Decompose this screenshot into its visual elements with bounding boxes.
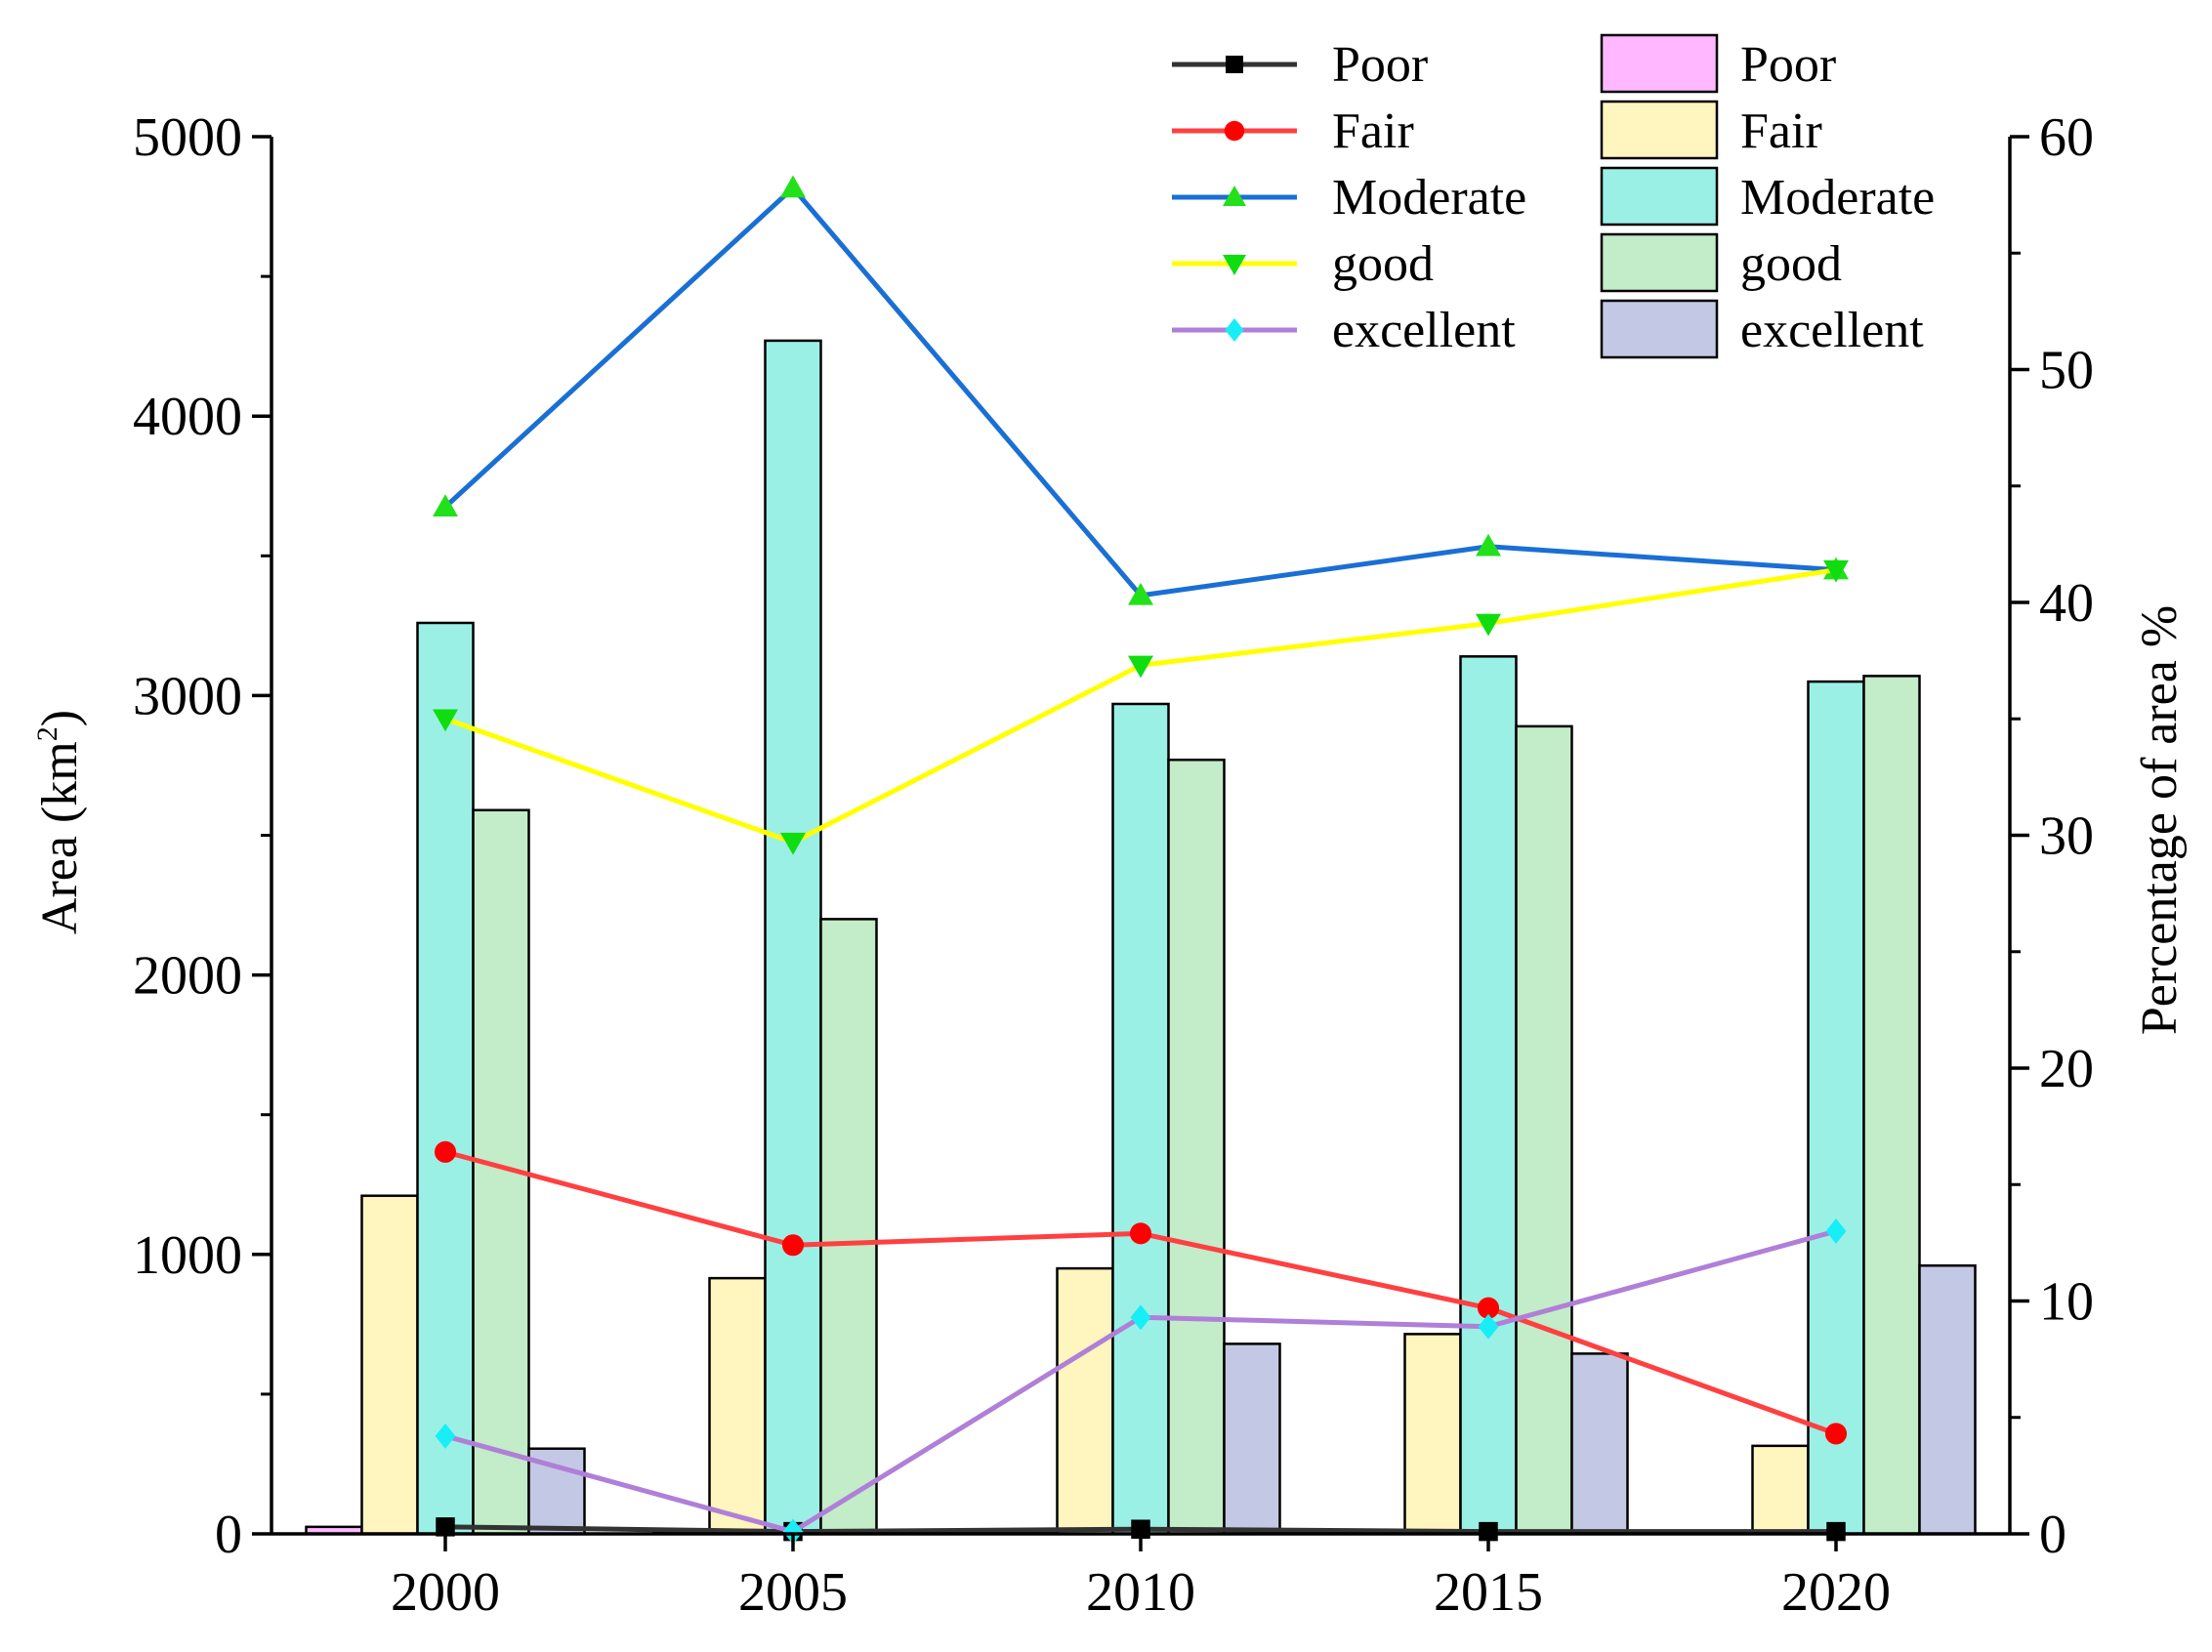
bar-good-2010 (1167, 758, 1226, 1536)
right-tick-label: 40 (2039, 573, 2094, 634)
legend-line-poor: Poor (1172, 37, 1428, 93)
point-good-2020 (1823, 559, 1849, 583)
bar-moderate-2005 (764, 339, 822, 1536)
bar-fair-2015 (1403, 1333, 1462, 1536)
left-axis-title-main: Area (km (32, 741, 88, 934)
point-excellent-2005 (782, 1518, 804, 1545)
bar-moderate-2020 (1807, 680, 1865, 1536)
bar-fair-2000 (360, 1194, 419, 1536)
bar-good-2020 (1862, 675, 1921, 1536)
x-tick-label: 2005 (738, 1562, 848, 1623)
bar-moderate-2000 (416, 621, 475, 1536)
bar-good-2015 (1515, 724, 1573, 1536)
point-moderate-2000 (433, 494, 458, 516)
legend-line-excellent: excellent (1172, 303, 1516, 358)
legend-line-moderate: Moderate (1172, 170, 1526, 226)
lines-layer (433, 175, 1849, 1545)
x-tick-label: 2020 (1781, 1562, 1891, 1623)
svg-text:Poor: Poor (1332, 37, 1428, 93)
point-excellent-2020 (1825, 1218, 1847, 1244)
legend-bar-good: good (1600, 232, 1842, 293)
point-fair-2010 (1129, 1222, 1152, 1245)
bar-excellent-2010 (1223, 1342, 1281, 1536)
svg-text:good: good (1332, 236, 1434, 292)
point-fair-2000 (434, 1140, 457, 1163)
legend-bar-fair: Fair (1600, 100, 1822, 160)
point-excellent-2015 (1478, 1313, 1499, 1340)
bar-fair-2020 (1751, 1444, 1810, 1536)
legend-bar-excellent: excellent (1600, 299, 1924, 359)
point-poor-2020 (1826, 1521, 1846, 1542)
right-tick-label: 50 (2039, 341, 2094, 401)
point-good-2005 (780, 832, 806, 855)
right-tick-label: 10 (2039, 1272, 2094, 1333)
left-axis-title-sup: 2 (31, 726, 63, 741)
bar-excellent-2020 (1918, 1263, 1977, 1536)
right-tick-label: 20 (2039, 1039, 2094, 1099)
svg-text:Moderate: Moderate (1332, 170, 1526, 226)
bar-fair-2005 (708, 1276, 767, 1536)
point-fair-2005 (781, 1234, 805, 1257)
right-tick-label: 60 (2039, 107, 2094, 168)
svg-text:excellent: excellent (1740, 303, 1924, 358)
bar-excellent-2015 (1570, 1352, 1629, 1536)
point-excellent-2000 (435, 1423, 456, 1449)
bar-fair-2010 (1056, 1266, 1114, 1536)
point-good-2015 (1476, 613, 1501, 637)
point-good-2000 (433, 709, 458, 732)
point-poor-2015 (1479, 1521, 1498, 1542)
legend-bar-moderate: Moderate (1600, 166, 1935, 227)
left-tick-label: 5000 (133, 107, 242, 168)
left-tick-label: 4000 (133, 387, 242, 447)
left-axis-title: Area (km2) (31, 710, 88, 934)
point-good-2010 (1128, 655, 1153, 679)
svg-text:excellent: excellent (1332, 303, 1516, 358)
legend-line-fair: Fair (1172, 103, 1414, 159)
point-fair-2020 (1824, 1423, 1848, 1445)
bar-moderate-2010 (1111, 702, 1170, 1536)
x-tick-label: 2010 (1086, 1562, 1195, 1623)
point-fair-2015 (1477, 1297, 1500, 1319)
point-moderate-2005 (780, 175, 806, 198)
svg-text:Moderate: Moderate (1740, 170, 1935, 226)
axes-layer: 0 1000 2000 3000 4000 5000 0 10 20 30 40 50 60 2000 20… (133, 107, 2094, 1623)
point-excellent-2010 (1130, 1304, 1151, 1331)
bar-moderate-2015 (1459, 655, 1518, 1536)
left-tick-label: 3000 (133, 666, 242, 726)
x-tick-label: 2000 (391, 1562, 500, 1623)
right-tick-label: 0 (2039, 1505, 2066, 1565)
point-moderate-2010 (1128, 582, 1153, 605)
svg-text:Fair: Fair (1740, 103, 1822, 159)
legend-line-good: good (1172, 236, 1434, 292)
svg-text:Poor: Poor (1740, 37, 1836, 93)
left-tick-label: 1000 (133, 1225, 242, 1286)
right-tick-label: 30 (2039, 806, 2094, 867)
bar-good-2005 (819, 918, 878, 1536)
legend: Poor Fair Moderate good excellent Poor Fair Mod… (1172, 33, 1935, 359)
left-tick-label: 2000 (133, 946, 242, 1007)
left-tick-label: 0 (215, 1505, 242, 1565)
left-axis-title-close: ) (32, 710, 88, 726)
legend-bar-poor: Poor (1600, 33, 1836, 94)
x-tick-label: 2015 (1434, 1562, 1543, 1623)
point-poor-2000 (436, 1517, 455, 1537)
svg-text:good: good (1740, 236, 1842, 292)
right-axis-title: Percentage of area % (2132, 605, 2188, 1035)
point-moderate-2015 (1476, 533, 1501, 557)
bars-layer (305, 339, 1977, 1536)
svg-text:Fair: Fair (1332, 103, 1414, 159)
